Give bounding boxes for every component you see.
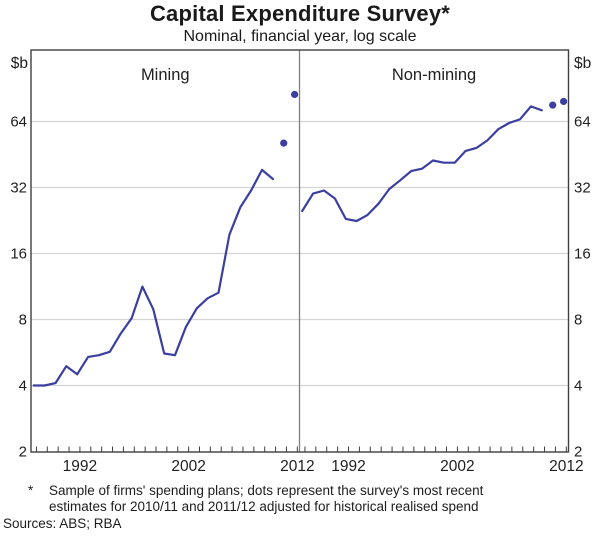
footnote-marker: * — [28, 483, 34, 498]
footnote-text: Sample of firms' spending plans; dots re… — [49, 483, 483, 514]
plot-frame — [30, 49, 570, 453]
sources-note: Sources: ABS; RBA — [3, 516, 122, 531]
footnote-line-2: estimates for 2010/11 and 2011/12 adjust… — [49, 498, 479, 514]
x-axis-label-mining-1992: 1992 — [63, 458, 97, 475]
y-axis-label-right-4: 4 — [574, 378, 582, 395]
y-axis-label-right-16: 16 — [574, 246, 591, 263]
chart-subtitle: Nominal, financial year, log scale — [183, 28, 417, 45]
x-axis-label-mining-2012: 2012 — [280, 458, 314, 475]
x-axis-label-mining-2002: 2002 — [171, 458, 205, 475]
y-axis-label-left-8: 8 — [19, 312, 27, 329]
mining-estimate-dot-2011 — [280, 139, 288, 147]
non-mining-line — [301, 105, 543, 223]
non-mining-estimate-dot-2011 — [549, 101, 557, 109]
x-axis-label-non-mining-2012: 2012 — [549, 458, 583, 475]
y-axis-label-left-4: 4 — [19, 378, 27, 395]
mining-line — [32, 168, 274, 387]
y-axis-label-left-32: 32 — [10, 180, 27, 197]
chart-title: Capital Expenditure Survey* — [149, 1, 451, 26]
y-axis-label-left-2: 2 — [19, 444, 27, 461]
y-axis-unit-left: $b — [11, 55, 28, 72]
y-axis-label-left-64: 64 — [10, 114, 27, 131]
y-axis-label-right-64: 64 — [574, 114, 591, 131]
plot-area: 2 2 4 4 8 8 16 16 32 32 64 64 $b $b Mining 1992 2002 2012… — [10, 49, 591, 475]
y-axis-label-right-8: 8 — [574, 312, 582, 329]
y-axis-label-left-16: 16 — [10, 246, 27, 263]
panel-label-mining: Mining — [141, 66, 190, 84]
x-axis-label-non-mining-1992: 1992 — [331, 458, 365, 475]
footnote-line-1: Sample of firms' spending plans; dots re… — [49, 483, 484, 498]
y-axis-label-right-32: 32 — [574, 180, 591, 197]
y-axis-label-right-2: 2 — [574, 444, 582, 461]
panel-label-non-mining: Non-mining — [392, 66, 476, 84]
mining-estimate-dot-2012 — [291, 90, 299, 99]
x-axis-label-non-mining-2002: 2002 — [440, 458, 474, 475]
non-mining-estimate-dot-2012 — [559, 97, 568, 106]
footnote: * Sample of firms' spending plans; dots … — [28, 483, 483, 514]
y-axis-unit-right: $b — [574, 55, 591, 72]
